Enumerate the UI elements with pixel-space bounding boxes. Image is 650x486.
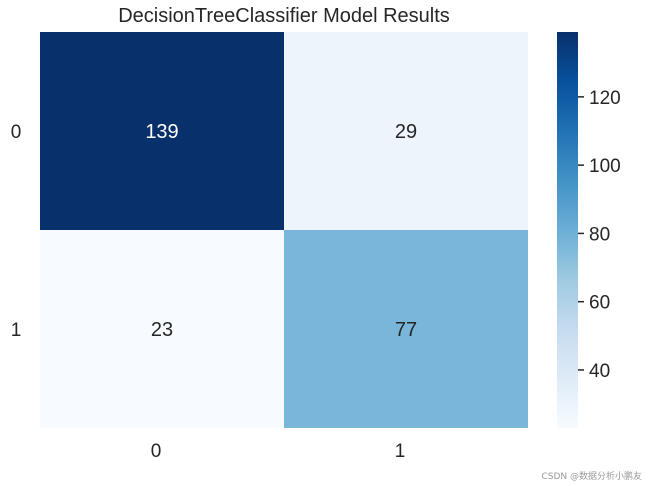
heatmap-cell-r1-c1: [284, 230, 528, 428]
heatmap-cell-r0-c1: [284, 32, 528, 230]
y-tick-label-1: 1: [11, 320, 22, 341]
colorbar-tick-label-0: 40: [589, 361, 610, 382]
heatmap-cell-labels: 139 29 23 77: [145, 121, 417, 341]
heatmap-cells: [40, 32, 528, 428]
colorbar-tick-label-3: 100: [589, 156, 621, 177]
colorbar-tick-label-2: 80: [589, 224, 610, 245]
colorbar-ticks: 40 60 80 100 120: [578, 88, 621, 382]
cell-value-r1-c0: 23: [151, 319, 173, 341]
colorbar-tick-label-4: 120: [589, 88, 621, 109]
cell-value-r0-c1: 29: [395, 121, 417, 143]
colorbar-tick-label-1: 60: [589, 293, 610, 314]
x-tick-label-1: 1: [395, 441, 406, 462]
colorbar: [557, 32, 578, 428]
watermark: CSDN @数据分析小鹏友: [541, 472, 642, 482]
x-tick-label-0: 0: [151, 441, 162, 462]
chart-title: DecisionTreeClassifier Model Results: [118, 5, 450, 27]
y-axis-tick-labels: 01: [11, 122, 22, 341]
cell-value-r1-c1: 77: [395, 319, 417, 341]
heatmap-cell-r0-c0: [40, 32, 284, 230]
heatmap-cell-r1-c0: [40, 230, 284, 428]
y-tick-label-0: 0: [11, 122, 22, 143]
cell-value-r0-c0: 139: [145, 121, 178, 143]
